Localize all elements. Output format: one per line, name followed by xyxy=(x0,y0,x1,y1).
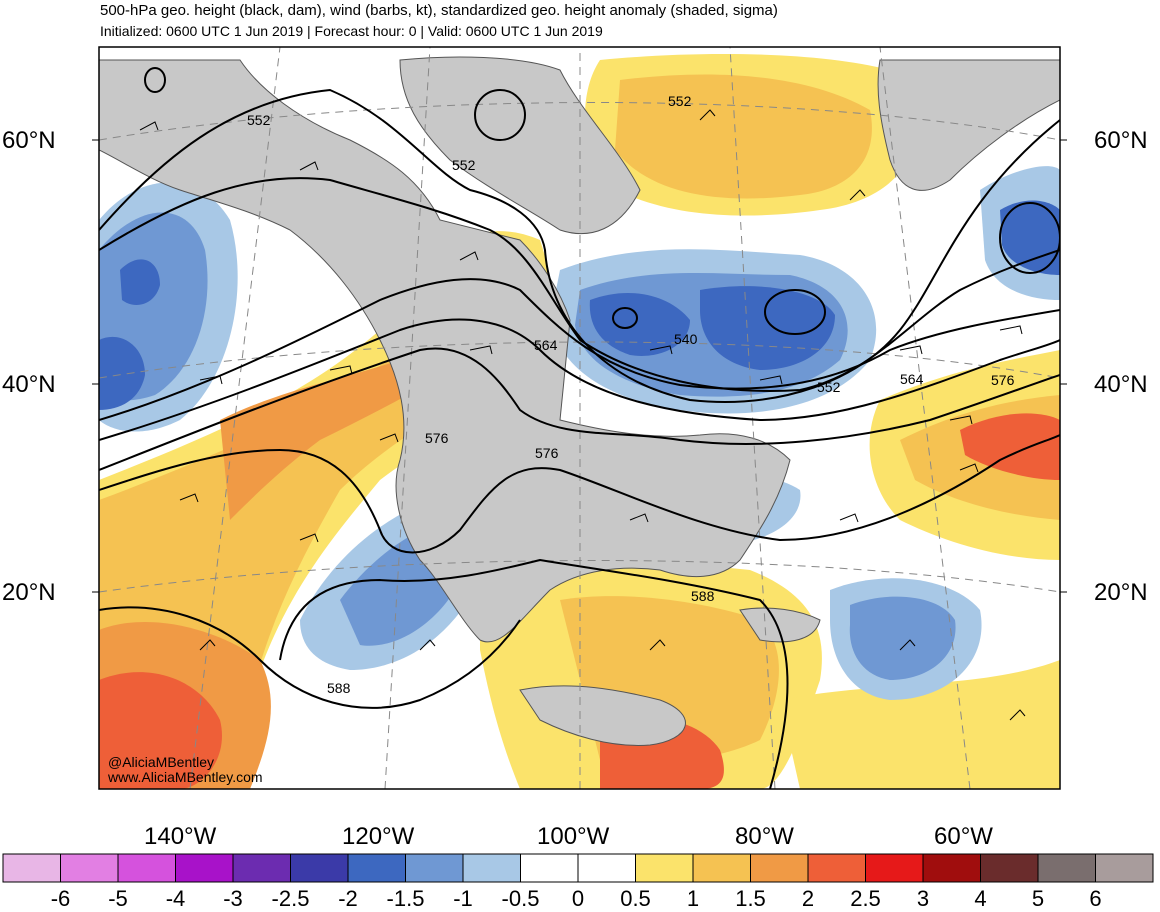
contour-labels: 552 552 552 540 564 552 564 576 576 576 … xyxy=(247,93,1015,696)
map-frame xyxy=(98,46,1061,790)
land-masses xyxy=(99,56,1060,746)
colorbar-label: -4 xyxy=(165,886,186,911)
colorbar-label: -3 xyxy=(223,886,243,911)
colorbar-swatch xyxy=(117,853,176,883)
colorbar-label: 1.5 xyxy=(735,886,766,911)
contour-label: 540 xyxy=(674,331,698,347)
lon-label: 100°W xyxy=(537,823,610,850)
colorbar-label: 0 xyxy=(571,886,585,911)
lat-label-right: 20°N xyxy=(1094,579,1148,606)
colorbar-label: -6 xyxy=(50,886,71,911)
colorbar-label: 0.5 xyxy=(620,886,651,911)
colorbar-swatch xyxy=(290,853,349,883)
colorbar-swatch xyxy=(405,853,464,883)
axis-ticks xyxy=(92,139,1067,593)
colorbar-label: 5 xyxy=(1031,886,1045,911)
lon-label: 140°W xyxy=(144,823,217,850)
colorbar-label: 6 xyxy=(1089,886,1102,911)
contour-label: 564 xyxy=(534,337,558,353)
colorbar-swatch xyxy=(462,853,521,883)
lat-label-right: 60°N xyxy=(1094,127,1148,154)
colorbar-swatch xyxy=(347,853,406,883)
colorbar-label: 2 xyxy=(801,886,815,911)
credit-handle: @AliciaMBentley xyxy=(108,754,215,770)
colorbar-swatch xyxy=(635,853,694,883)
colorbar-swatch xyxy=(60,853,119,883)
colorbar-swatch xyxy=(980,853,1039,883)
colorbar xyxy=(2,853,1154,883)
colorbar-label: -2.5 xyxy=(271,886,310,911)
lon-label: 120°W xyxy=(342,823,415,850)
lat-label-left: 40°N xyxy=(2,371,56,398)
colorbar-swatch xyxy=(750,853,809,883)
contour-label: 552 xyxy=(817,379,841,395)
colorbar-swatch xyxy=(577,853,636,883)
colorbar-label: -2 xyxy=(338,886,358,911)
contour-label: 576 xyxy=(425,430,449,446)
contour-label: 552 xyxy=(247,112,271,128)
colorbar-swatch xyxy=(865,853,924,883)
lon-label: 60°W xyxy=(934,823,993,850)
colorbar-swatch xyxy=(520,853,579,883)
graticule xyxy=(99,47,1060,789)
colorbar-label: -1 xyxy=(453,886,473,911)
credit-website: www.AliciaMBentley.com xyxy=(108,769,263,785)
colorbar-swatch xyxy=(692,853,751,883)
colorbar-label: 2.5 xyxy=(850,886,881,911)
contour-label: 552 xyxy=(452,157,476,173)
colorbar-swatch xyxy=(232,853,291,883)
chart-subtitle: Initialized: 0600 UTC 1 Jun 2019 | Forec… xyxy=(100,23,603,39)
colorbar-swatch xyxy=(1037,853,1096,883)
positive-anomaly-shading xyxy=(99,54,1060,789)
lon-label: 80°W xyxy=(735,823,794,850)
height-contours xyxy=(99,67,1060,789)
colorbar-label: -5 xyxy=(108,886,128,911)
chart-title: 500-hPa geo. height (black, dam), wind (… xyxy=(100,2,778,19)
colorbar-swatch xyxy=(807,853,866,883)
colorbar-swatch xyxy=(1095,853,1154,883)
lat-label-right: 40°N xyxy=(1094,371,1148,398)
colorbar-swatch xyxy=(2,853,61,883)
contour-label: 588 xyxy=(691,588,715,604)
lat-label-left: 60°N xyxy=(2,127,56,154)
wind-barbs xyxy=(139,109,1026,721)
colorbar-label: -0.5 xyxy=(501,886,540,911)
contour-label: 588 xyxy=(327,680,351,696)
colorbar-label: 4 xyxy=(974,886,987,911)
lat-label-left: 20°N xyxy=(2,579,56,606)
colorbar-label: -1.5 xyxy=(386,886,425,911)
colorbar-label: 3 xyxy=(916,886,930,911)
colorbar-label: 1 xyxy=(686,886,700,911)
contour-label: 552 xyxy=(668,93,692,109)
contour-label: 576 xyxy=(535,445,559,461)
colorbar-swatch xyxy=(175,853,234,883)
colorbar-swatch xyxy=(922,853,981,883)
contour-label: 576 xyxy=(991,372,1015,388)
contour-label: 564 xyxy=(900,371,924,387)
